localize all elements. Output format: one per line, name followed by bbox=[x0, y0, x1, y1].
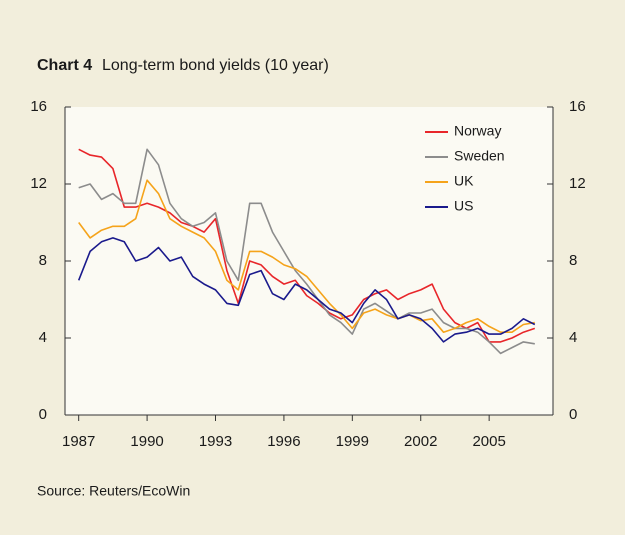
y2-tick-label: 0 bbox=[569, 406, 577, 423]
series-line bbox=[78, 148, 536, 343]
x-tick-label: 1990 bbox=[130, 433, 163, 450]
x-tick-label: 1996 bbox=[267, 433, 300, 450]
legend-label: Norway bbox=[454, 123, 501, 139]
y-tick-label: 12 bbox=[30, 175, 47, 192]
plot-area bbox=[65, 107, 553, 415]
x-tick-label: 2002 bbox=[404, 433, 437, 450]
y-tick-label: 0 bbox=[39, 406, 47, 423]
y2-tick-label: 12 bbox=[569, 175, 586, 192]
series-line bbox=[77, 237, 536, 343]
series-line bbox=[78, 148, 535, 355]
chart-title: Long-term bond yields (10 year) bbox=[102, 57, 329, 74]
source: Source: Reuters/EcoWin bbox=[37, 483, 190, 499]
x-tick-label: 1999 bbox=[336, 433, 369, 450]
legend-label: UK bbox=[454, 173, 474, 189]
chart-label: Chart 4 bbox=[37, 57, 92, 74]
series-line bbox=[78, 179, 535, 333]
legend-label: Sweden bbox=[454, 148, 505, 164]
y-tick-label: 4 bbox=[39, 329, 47, 346]
y2-tick-label: 4 bbox=[569, 329, 577, 346]
y-tick-label: 8 bbox=[39, 252, 47, 269]
x-tick-label: 1993 bbox=[199, 433, 232, 450]
x-tick-label: 2005 bbox=[472, 433, 505, 450]
y2-tick-label: 8 bbox=[569, 252, 577, 269]
x-tick-label: 1987 bbox=[62, 433, 95, 450]
legend-label: US bbox=[454, 198, 473, 214]
y2-tick-label: 16 bbox=[569, 98, 586, 115]
y-tick-label: 16 bbox=[30, 98, 47, 115]
